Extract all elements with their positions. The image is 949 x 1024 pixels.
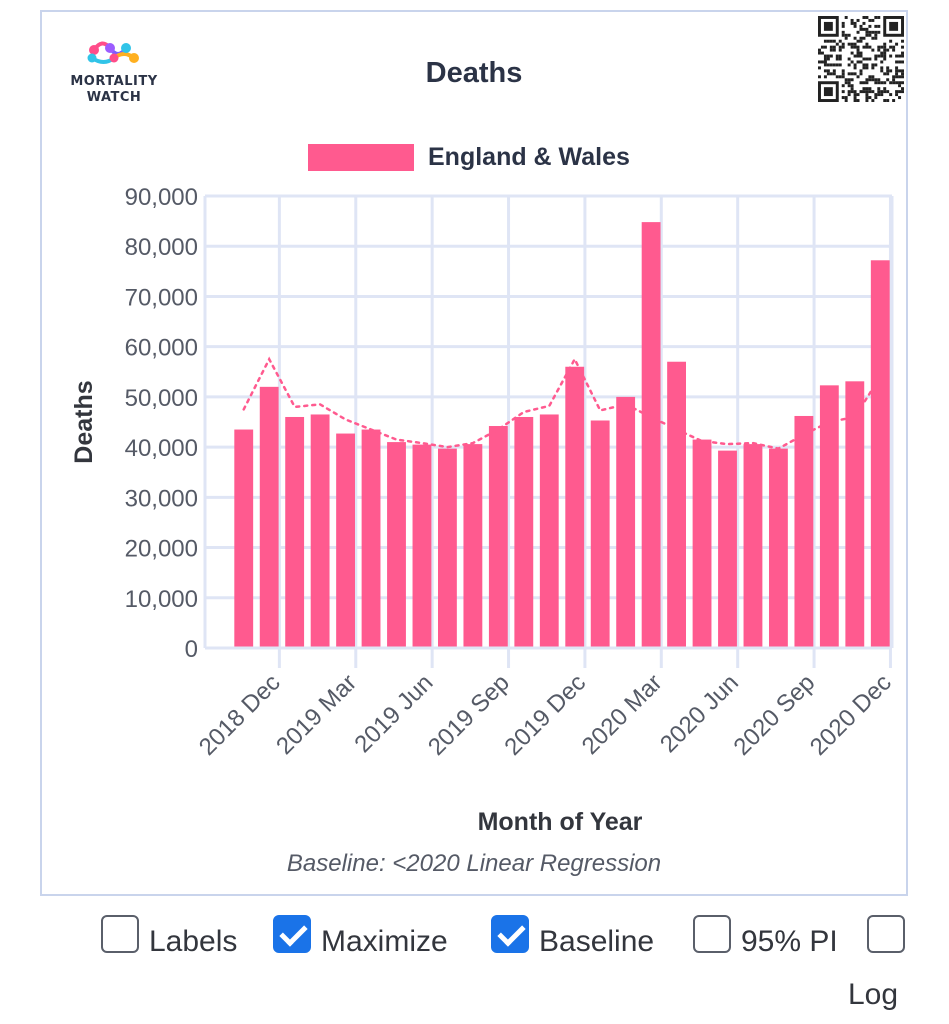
bar [667, 361, 686, 648]
x-tick-label: 2020 Mar [577, 669, 668, 760]
log-checkbox[interactable] [867, 915, 905, 953]
y-tick-label: 50,000 [125, 385, 198, 412]
baseline-label: Baseline [539, 925, 655, 958]
bar [641, 222, 661, 649]
x-tick-label: 2020 Sep [729, 669, 821, 761]
y-tick-label: 70,000 [125, 284, 198, 311]
bar [539, 414, 559, 648]
y-axis-title: Deaths [70, 380, 98, 463]
baseline-series [242, 356, 882, 450]
logo-text-line2: WATCH [86, 90, 142, 105]
x-tick-label: 2019 Mar [271, 669, 362, 760]
y-tick-label: 40,000 [125, 435, 198, 462]
bar [285, 416, 305, 648]
x-tick-label: 2020 Dec [805, 669, 897, 761]
bar [259, 386, 279, 648]
y-tick-label: 90,000 [125, 184, 198, 211]
bars [234, 222, 890, 649]
log-label: Log [848, 978, 899, 1011]
chart-title: Deaths [426, 57, 523, 89]
bar [234, 429, 254, 648]
bar [310, 414, 330, 648]
bar [616, 396, 636, 648]
qr-code-icon [818, 16, 904, 102]
bar [514, 416, 534, 648]
legend-swatch [308, 144, 414, 171]
bar [819, 385, 839, 648]
bar [794, 415, 814, 648]
logo-text-line1: MORTALITY [70, 74, 158, 89]
y-tick-label: 30,000 [125, 485, 198, 512]
x-tick-label: 2018 Dec [194, 669, 286, 761]
labels-checkbox[interactable] [101, 915, 139, 953]
x-tick-label: 2019 Sep [423, 669, 515, 761]
baseline-checkbox[interactable] [491, 915, 529, 953]
labels-label: Labels [149, 925, 238, 958]
bar [870, 260, 890, 648]
legend: England & Wales [308, 143, 630, 171]
y-tick-label: 10,000 [125, 586, 198, 613]
bar [743, 444, 763, 648]
bar [845, 381, 865, 648]
y-tick-label: 20,000 [125, 536, 198, 563]
bar [769, 448, 788, 648]
maximize-label: Maximize [321, 925, 448, 958]
y-axis: 0 10,000 20,000 30,000 40,000 50,000 60,000 70,… [125, 184, 198, 663]
bar [361, 429, 381, 648]
logo-text: MORTALITY WATCH [60, 74, 168, 106]
bar [412, 444, 432, 648]
legend-label: England & Wales [428, 143, 630, 171]
pi-toggle[interactable]: 95% PI [693, 912, 838, 958]
y-tick-label: 80,000 [125, 234, 198, 261]
deaths-chart: Deaths England & Wales 0 10,000 20,000 30,0… [70, 57, 897, 877]
pi-label: 95% PI [741, 925, 838, 958]
bar [387, 442, 406, 648]
x-tick-label: 2019 Dec [499, 669, 591, 761]
log-toggle[interactable] [867, 912, 905, 956]
maximize-checkbox[interactable] [273, 915, 311, 953]
bar [565, 366, 585, 648]
bar [438, 448, 457, 648]
x-axis-title: Month of Year [478, 808, 643, 836]
bar [488, 426, 508, 648]
baseline-toggle[interactable]: Baseline [491, 912, 655, 958]
y-tick-label: 60,000 [125, 335, 198, 362]
bar [718, 450, 737, 648]
bar [692, 439, 712, 648]
mortality-watch-logo [87, 41, 139, 64]
bar [336, 433, 355, 648]
baseline-note: Baseline: <2020 Linear Regression [287, 850, 661, 877]
maximize-toggle[interactable]: Maximize [273, 912, 448, 958]
labels-toggle[interactable]: Labels [101, 912, 238, 958]
pi-checkbox[interactable] [693, 915, 731, 953]
bar [463, 444, 483, 648]
bar [590, 420, 610, 648]
baseline-line [242, 356, 882, 450]
y-tick-label: 0 [185, 636, 198, 663]
